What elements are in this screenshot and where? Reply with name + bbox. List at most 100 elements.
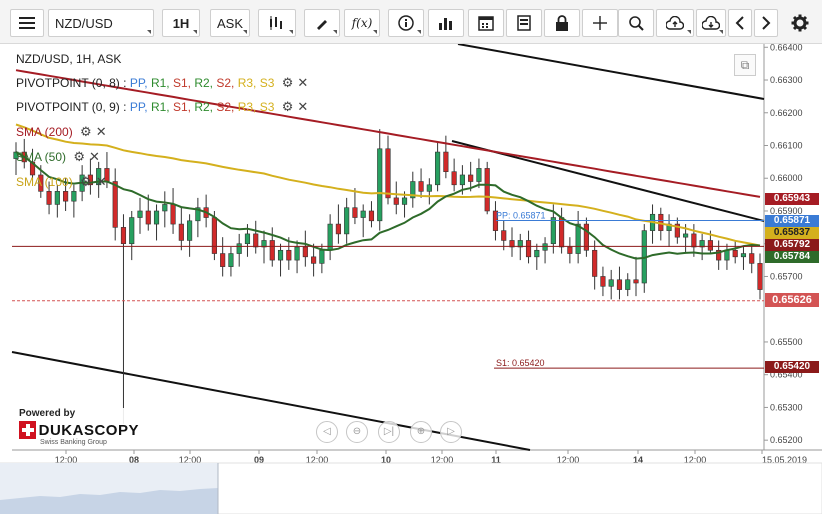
candle xyxy=(393,197,399,205)
candle xyxy=(724,249,730,261)
candle xyxy=(228,253,234,267)
candle xyxy=(683,233,689,238)
candle xyxy=(608,279,614,287)
navigator-strip[interactable] xyxy=(0,462,822,514)
candle xyxy=(468,174,474,182)
lock-button[interactable] xyxy=(544,9,580,37)
side-select[interactable]: ASK xyxy=(210,9,250,37)
plot-area xyxy=(12,44,764,450)
volume-button[interactable] xyxy=(428,9,464,37)
dukascopy-logo: Powered by DUKASCOPY Swiss Banking Group xyxy=(19,408,139,448)
candle xyxy=(46,191,52,205)
candle xyxy=(38,174,44,192)
cloud-download-icon xyxy=(702,16,720,30)
candle xyxy=(129,217,135,245)
candle xyxy=(625,279,631,290)
close-icon[interactable]: ✕ xyxy=(89,149,100,164)
download-button[interactable] xyxy=(696,9,726,37)
timeframe-select[interactable]: 1H xyxy=(162,9,200,37)
settings-button[interactable] xyxy=(786,9,814,37)
candle xyxy=(699,240,705,248)
close-icon[interactable]: ✕ xyxy=(95,174,107,189)
calendar-button[interactable] xyxy=(468,9,504,37)
zoom-icon xyxy=(629,16,644,31)
gear-icon[interactable]: ⚙ xyxy=(281,99,294,114)
indicators-button[interactable]: f(x) xyxy=(344,9,380,37)
candle xyxy=(71,191,77,202)
candle xyxy=(583,223,589,251)
popout-button[interactable]: ⧉ xyxy=(734,54,756,76)
cloud-upload-icon xyxy=(666,16,684,30)
gear-icon[interactable]: ⚙ xyxy=(80,124,92,139)
candle xyxy=(162,204,168,212)
scroll-right-button[interactable]: ▷ xyxy=(440,421,462,443)
pivot2-label: PIVOTPOINT (0, 9) xyxy=(16,100,120,114)
chevron-right-icon xyxy=(762,16,771,30)
scroll-left-button[interactable]: ◁ xyxy=(316,421,338,443)
fx-icon: f(x) xyxy=(351,16,373,30)
template-button[interactable] xyxy=(506,9,542,37)
candle xyxy=(517,240,523,248)
s1-price-tag: 0.65420 xyxy=(765,361,819,373)
legend-pivot1[interactable]: PIVOTPOINT (0, 8) : PP, R1, S1, R2, S2, … xyxy=(16,75,309,91)
chevron-left-icon: ◁ xyxy=(323,426,331,437)
candle xyxy=(716,249,722,261)
symbol-select[interactable]: NZD/USD xyxy=(48,9,154,37)
candle xyxy=(54,191,60,205)
sma100-label: SMA (100) xyxy=(16,175,73,189)
candle xyxy=(509,240,515,248)
sma100-line xyxy=(15,123,761,247)
next-button[interactable] xyxy=(754,9,778,37)
price-chart[interactable]: PP: 0.65871 S1: 0.65420 0.66400 0.66300 0.6… xyxy=(0,44,822,514)
pencil-icon xyxy=(317,20,327,30)
calendar-icon xyxy=(478,16,494,31)
sma50-price-tag: 0.65784 xyxy=(765,251,819,263)
candle xyxy=(261,240,267,248)
trend-line-upper[interactable] xyxy=(457,44,765,100)
candle xyxy=(426,184,432,192)
x-tick-label: 12:00 xyxy=(557,455,580,465)
legend-sma200[interactable]: SMA (200) ⚙ ✕ xyxy=(16,124,107,140)
info-button[interactable] xyxy=(388,9,424,37)
candle xyxy=(501,230,507,241)
candle xyxy=(385,148,391,199)
reset-button[interactable]: ▷| xyxy=(378,421,400,443)
pp-label: PP: 0.65871 xyxy=(496,210,546,220)
prev-button[interactable] xyxy=(728,9,752,37)
pivot1-label: PIVOTPOINT (0, 8) xyxy=(16,76,120,90)
bar-chart-icon xyxy=(439,18,452,30)
crosshair-button[interactable] xyxy=(582,9,618,37)
candle xyxy=(302,246,308,258)
document-icon xyxy=(517,15,531,31)
zoom-out-button[interactable]: ⊖ xyxy=(346,421,368,443)
upload-button[interactable] xyxy=(656,9,694,37)
x-tick-label: 10 xyxy=(381,455,391,465)
legend-pivot2[interactable]: PIVOTPOINT (0, 9) : PP, R1, S1, R2, S2, … xyxy=(16,99,309,115)
s1-label: S1: 0.65420 xyxy=(496,358,545,368)
gear-icon[interactable]: ⚙ xyxy=(281,75,294,90)
gear-icon[interactable]: ⚙ xyxy=(80,174,92,189)
y-tick-label: 0.65400 xyxy=(770,370,803,380)
legend-sma100[interactable]: SMA (100) ⚙ ✕ xyxy=(16,174,107,190)
gear-icon xyxy=(791,14,809,32)
candle xyxy=(120,227,127,245)
symbol-label: NZD/USD xyxy=(55,15,113,31)
candle xyxy=(459,174,465,186)
close-icon[interactable]: ✕ xyxy=(297,99,309,114)
candle xyxy=(592,249,598,277)
candle xyxy=(674,223,680,238)
x-tick-label: 09 xyxy=(254,455,264,465)
zoom-in-button[interactable]: ⊕ xyxy=(410,421,432,443)
sma50-label: SMA (50) xyxy=(16,150,67,164)
powered-by-label: Powered by xyxy=(19,408,76,419)
draw-tool-button[interactable] xyxy=(304,9,340,37)
candle xyxy=(435,151,441,186)
gear-icon[interactable]: ⚙ xyxy=(73,149,86,164)
zoom-button[interactable] xyxy=(618,9,654,37)
close-icon[interactable]: ✕ xyxy=(297,75,309,90)
chart-type-button[interactable] xyxy=(258,9,296,37)
legend-sma50[interactable]: SMA (50) ⚙ ✕ xyxy=(16,149,100,165)
close-icon[interactable]: ✕ xyxy=(95,124,107,139)
menu-button[interactable] xyxy=(10,9,44,37)
candle xyxy=(87,174,93,186)
